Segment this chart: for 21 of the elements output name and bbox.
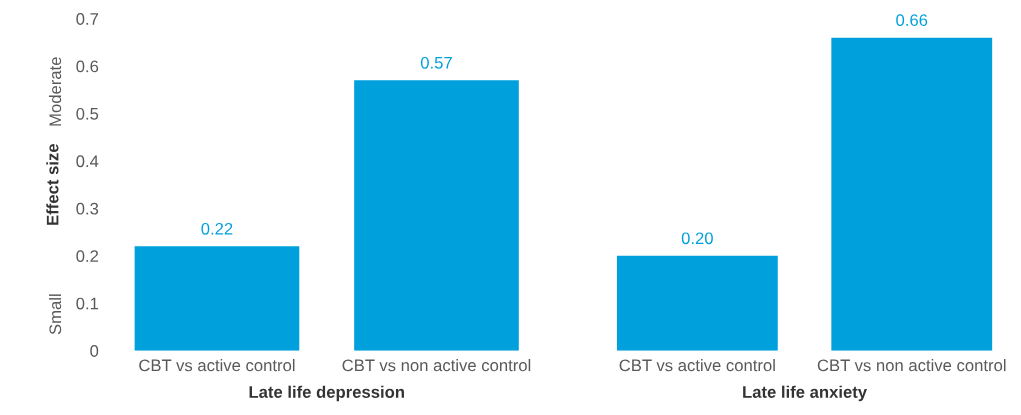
y-tick-label: 0.7 [76, 13, 99, 25]
y-tick-label: 0.6 [76, 60, 99, 73]
y-tick-label: 0 [90, 345, 99, 357]
y-tick-label: 0.3 [76, 202, 99, 215]
x-tick-label: CBT vs non active control [342, 359, 531, 372]
data-label: 0.57 [420, 56, 452, 69]
x-tick-label: CBT vs non active control [817, 359, 1006, 372]
y-tick-label: 0.4 [76, 155, 99, 168]
data-label: 0.66 [896, 14, 928, 27]
x-axis-title: Late life depression [249, 385, 404, 402]
y-tick-label: 0.1 [76, 297, 99, 310]
x-axis-title: Late life anxiety [743, 385, 867, 402]
data-label: 0.20 [681, 232, 713, 245]
text: Small [48, 294, 62, 335]
y-axis-title: Effect size [46, 144, 59, 225]
data-label: 0.22 [201, 222, 233, 235]
x-tick-label: CBT vs active control [139, 359, 295, 372]
x-tick-label: CBT vs active control [619, 359, 775, 372]
y-tick-label: 0.5 [76, 107, 99, 120]
y-tick-label: 0.2 [76, 250, 99, 263]
text: Moderate [48, 57, 62, 126]
